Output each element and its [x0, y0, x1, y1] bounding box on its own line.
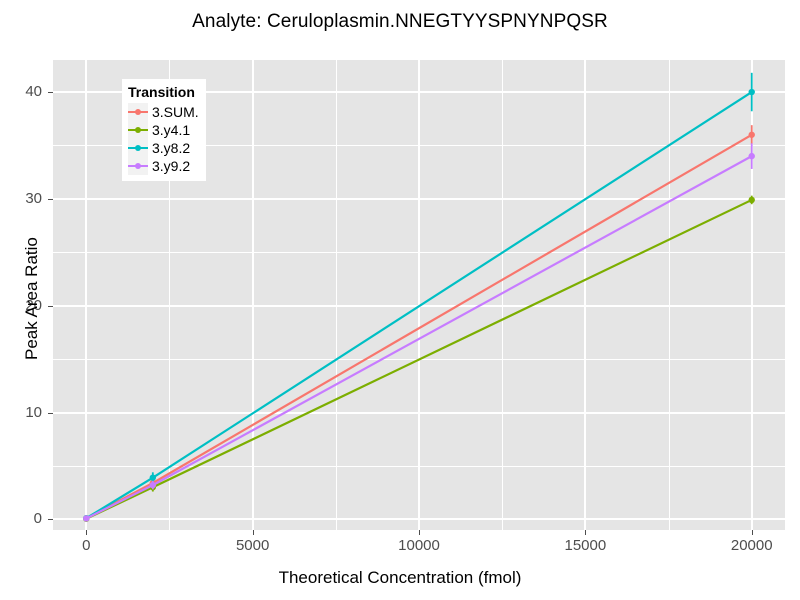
x-tick-mark: [585, 530, 587, 535]
series-3-y9-2: [83, 143, 755, 522]
x-axis-title: Theoretical Concentration (fmol): [278, 568, 522, 587]
legend-item-label: 3.SUM.: [152, 104, 199, 120]
y-tick-label: 30: [25, 189, 42, 207]
legend-title: Transition: [128, 84, 195, 100]
data-series-layer: [83, 72, 755, 522]
gridline-major-vertical: [85, 60, 88, 530]
y-tick-mark: [48, 305, 53, 307]
legend-item-3-y4-1[interactable]: 3.y4.1: [128, 121, 199, 139]
x-tick-label: 5000: [235, 537, 270, 554]
gridline-minor-vertical: [169, 60, 171, 530]
data-point: [748, 131, 755, 138]
gridline-major-vertical: [251, 60, 254, 530]
y-tick-mark: [48, 92, 53, 94]
data-point: [149, 481, 157, 489]
y-tick-mark: [48, 412, 53, 414]
legend: Transition 3.SUM. 3.y4.1 3.y8.2 3.y9.2: [122, 79, 206, 181]
gridline-minor-vertical: [335, 60, 337, 530]
legend-item-list: 3.SUM. 3.y4.1 3.y8.2 3.y9.2: [128, 103, 199, 175]
gridline-minor-vertical: [502, 60, 504, 530]
chart-title: Analyte: Ceruloplasmin.NNEGTYYSPNYNPQSR: [192, 11, 608, 32]
series-3-sum-: [83, 125, 755, 522]
gridline-major-vertical: [750, 60, 753, 530]
x-tick-mark: [252, 530, 254, 535]
data-point: [748, 152, 755, 160]
x-tick-label: 0: [82, 537, 91, 554]
legend-item-label: 3.y4.1: [152, 122, 191, 138]
y-axis-title: Peak Area Ratio: [22, 237, 41, 360]
data-point: [83, 515, 90, 522]
gridline-major-vertical: [584, 60, 587, 530]
legend-item-label: 3.y8.2: [152, 140, 191, 156]
x-tick-mark: [86, 530, 88, 535]
x-tick-mark: [419, 530, 420, 535]
series-3-y4-1: [83, 195, 755, 522]
y-tick-label: 10: [25, 403, 42, 421]
y-tick-label: 40: [25, 83, 42, 101]
legend-key-icon: [128, 121, 148, 139]
legend-key-icon: [128, 103, 148, 121]
legend-item-3-sum-[interactable]: 3.SUM.: [128, 103, 199, 121]
y-tick-mark: [48, 519, 53, 521]
x-tick-label: 10000: [398, 537, 440, 554]
gridline-major-vertical: [418, 60, 420, 530]
legend-key-icon: [128, 157, 148, 175]
data-point: [748, 88, 755, 96]
gridline-minor-vertical: [668, 60, 670, 530]
data-point: [149, 474, 157, 481]
legend-key-icon: [128, 139, 148, 157]
x-tick-mark: [751, 530, 753, 535]
legend-item-3-y9-2[interactable]: 3.y9.2: [128, 157, 199, 175]
y-tick-label: 0: [33, 510, 42, 528]
x-tick-label: 15000: [564, 537, 607, 554]
legend-item-label: 3.y9.2: [152, 158, 191, 174]
y-tick-label: 20: [25, 296, 42, 314]
series-line: [85, 198, 753, 520]
series-line: [85, 133, 753, 520]
x-tick-label: 20000: [730, 537, 773, 554]
data-point: [748, 196, 755, 204]
y-tick-mark: [48, 198, 53, 200]
legend-item-3-y8-2[interactable]: 3.y8.2: [128, 139, 199, 157]
